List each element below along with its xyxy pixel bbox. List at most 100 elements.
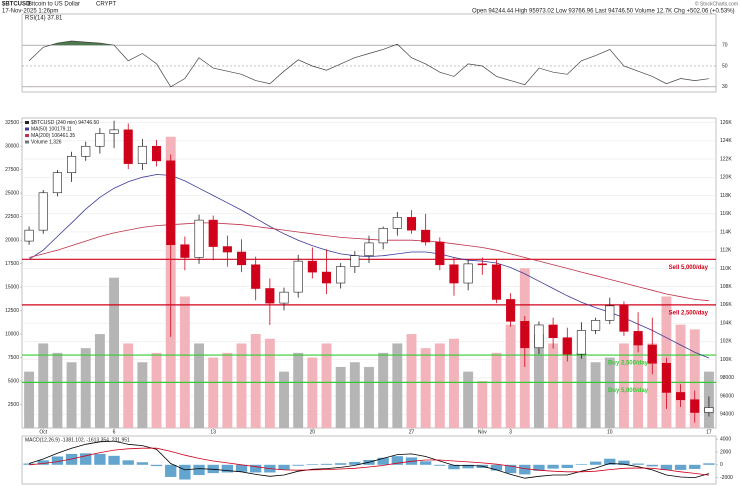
volume-bar (689, 329, 700, 428)
histogram-bar (51, 456, 64, 465)
volume-bar (420, 348, 431, 428)
exchange: CRYPT (96, 2, 117, 8)
histogram-bar (150, 464, 163, 467)
candle-body (208, 219, 218, 247)
legend-label: MA(200) 106461.35 (31, 133, 75, 139)
histogram-bar (646, 464, 658, 467)
legend-label: Volume 1,326 (31, 139, 62, 145)
candle-body (491, 264, 502, 300)
x-tick-label: 13 (210, 429, 216, 435)
volume-bar (38, 343, 49, 428)
histogram-bar (235, 464, 248, 472)
tick-label: 30000 (5, 144, 19, 150)
x-tick-label: Oct (39, 429, 47, 435)
legend-swatch (25, 134, 29, 137)
tick-label: 124K (720, 138, 732, 144)
x-tick-label: 17 (706, 429, 712, 435)
candle-body (336, 266, 346, 284)
candle-body (463, 263, 473, 284)
candle-body (548, 324, 558, 339)
panel-title: RSI(14) 37.81 (25, 16, 63, 22)
histogram-bar (462, 464, 474, 469)
histogram-bar (391, 456, 403, 465)
overbought-fill (29, 41, 709, 46)
histogram-bar (320, 463, 333, 465)
candle-body (95, 133, 105, 147)
candle-body (180, 244, 190, 258)
volume-bar (576, 352, 587, 428)
candle-body (321, 271, 332, 284)
candle-body (605, 305, 615, 321)
candle-body (109, 129, 119, 134)
histogram-bar (23, 463, 35, 465)
histogram-bar (349, 461, 361, 465)
tick-label: 102K (720, 339, 732, 345)
candle-body (166, 160, 176, 246)
volume-bar (137, 362, 148, 428)
volume-bar (321, 343, 332, 428)
histogram-bar (122, 460, 134, 465)
candle-body (690, 399, 700, 413)
volume-bar (208, 357, 219, 428)
candle-body (435, 241, 445, 266)
histogram-bar (179, 464, 191, 480)
tick-label: 114K (720, 229, 732, 235)
histogram-bar (589, 461, 602, 465)
candle-body (364, 242, 374, 256)
candle-body (633, 331, 643, 346)
histogram-bar (136, 462, 149, 465)
candle-body (676, 392, 686, 401)
histogram-bar (660, 464, 673, 470)
candle-body (152, 145, 162, 162)
histogram-bar (561, 464, 573, 468)
level-label: Buy 5,000/day (608, 388, 649, 394)
volume-bar (378, 352, 389, 428)
histogram-bar (278, 464, 290, 470)
volume-bar (264, 338, 275, 428)
tick-label: 104K (720, 320, 732, 326)
volume-bar (449, 338, 459, 428)
histogram-bar (547, 464, 559, 469)
candle-body (591, 320, 601, 331)
histogram-bar (80, 453, 92, 465)
histogram-bar (632, 463, 644, 465)
histogram-bar (434, 464, 446, 466)
volume-bar (434, 343, 445, 428)
candle-body (350, 255, 360, 267)
tick-label: 112K (720, 248, 732, 254)
histogram-bar (618, 460, 630, 465)
x-tick-label: Nov (478, 429, 487, 435)
tick-label: 108K (720, 284, 732, 290)
candle-body (307, 260, 317, 273)
legend-swatch (25, 140, 29, 144)
candle-body (477, 263, 487, 266)
tick-label: 126K (720, 120, 732, 126)
candle-body (52, 172, 62, 194)
tick-label: 2000 (720, 449, 731, 455)
volume-bar (505, 324, 516, 428)
x-tick-label: 10 (607, 429, 613, 435)
volume-bar (307, 357, 318, 428)
candle-body (562, 337, 572, 355)
tick-label: 20000 (5, 237, 19, 243)
macd-line (29, 447, 709, 476)
candle-body (123, 129, 133, 164)
tick-label: 22500 (5, 214, 19, 220)
candle-body (661, 362, 671, 393)
histogram-bar (703, 463, 715, 465)
volume-bar (548, 343, 559, 428)
histogram-bar (490, 464, 503, 471)
candle-body (265, 288, 275, 304)
histogram-bar (108, 455, 120, 465)
tick-label: 94000 (720, 412, 734, 418)
x-tick-label: 27 (409, 429, 415, 435)
volume-bar (24, 371, 35, 428)
tick-label: 4000 (720, 437, 731, 443)
candle-body (576, 330, 586, 355)
tick-label: 50 (722, 63, 728, 69)
volume-bar (236, 343, 247, 428)
volume-bar (66, 362, 77, 428)
tick-label: 10000 (5, 331, 19, 337)
legend-label: MA(50) 100179.11 (31, 126, 72, 132)
